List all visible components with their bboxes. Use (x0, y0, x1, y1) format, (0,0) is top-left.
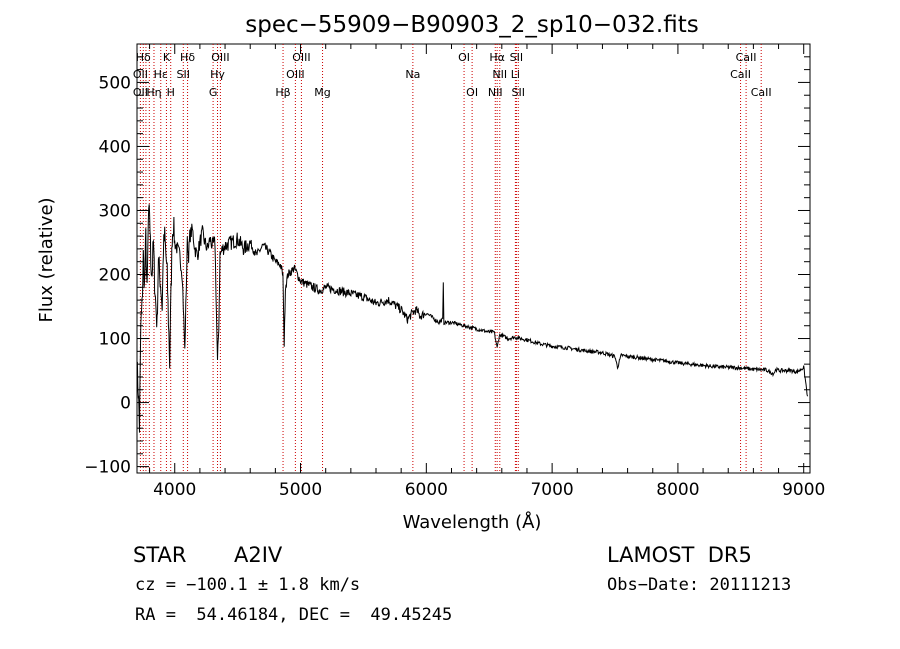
object-class: STAR (133, 543, 187, 567)
spectrum-line (136, 204, 808, 433)
x-tick-label: 4000 (153, 480, 196, 500)
line-annotation: OIII (211, 51, 229, 64)
plot-frame (136, 43, 811, 474)
coordinates-text: RA = 54.46184, DEC = 49.45245 (135, 605, 453, 625)
y-tick-label: 0 (120, 394, 131, 414)
x-tick-label: 5000 (279, 480, 322, 500)
line-annotation: CaII (751, 86, 772, 99)
line-annotation: SII (512, 86, 525, 99)
y-tick-label: 300 (99, 201, 131, 221)
line-annotation: Hδ (136, 51, 151, 64)
line-annotation: Hδ (180, 51, 195, 64)
line-annotation: SII (510, 51, 523, 64)
chart-title: spec−55909−B90903_2_sp10−032.fits (245, 12, 699, 38)
y-tick-label: 500 (99, 73, 131, 93)
redshift-text: cz = −100.1 ± 1.8 km/s (135, 575, 361, 595)
line-markers (139, 44, 762, 473)
line-annotation: Mg (314, 86, 330, 99)
y-tick-label: 200 (99, 266, 131, 286)
x-tick-label: 9000 (782, 480, 825, 500)
line-annotation: OI (458, 51, 470, 64)
line-annotation: NII (488, 86, 503, 99)
line-annotation: H (167, 86, 175, 99)
x-tick-label: 7000 (530, 480, 573, 500)
line-annotations: Hδ K Hδ OIII OIII OI Hα SII CaII OII Hε SII Hγ OIII Na… (133, 51, 772, 99)
obs-date-text: Obs−Date: 20111213 (607, 575, 792, 595)
x-tick-label: 6000 (405, 480, 448, 500)
object-subclass: A2IV (234, 543, 283, 567)
y-tick-label: 100 (99, 330, 131, 350)
line-annotation: OII (133, 68, 148, 81)
line-annotation: Hγ (210, 68, 225, 81)
x-axis-label: Wavelength (Å) (403, 511, 542, 533)
line-annotation: Hα (489, 51, 505, 64)
y-axis-label: Flux (relative) (36, 197, 57, 322)
line-annotation: Na (405, 68, 420, 81)
line-annotation: OI (466, 86, 478, 99)
line-annotation: Hε (154, 68, 168, 81)
x-axis: 4000 5000 6000 7000 8000 9000 (149, 44, 825, 500)
line-annotation: Li (511, 68, 520, 81)
line-annotation: Hβ (275, 86, 290, 99)
line-annotation: OII (133, 86, 148, 99)
line-annotation: Hη (146, 86, 161, 99)
y-tick-label: −100 (84, 458, 131, 478)
line-annotation: OIII (292, 51, 310, 64)
line-annotation: OIII (286, 68, 304, 81)
line-annotation: CaII (730, 68, 751, 81)
line-annotation: SII (177, 68, 190, 81)
line-annotation: CaII (736, 51, 757, 64)
y-axis: −100 0 100 200 300 400 500 (84, 56, 810, 478)
line-annotation: G (209, 86, 218, 99)
line-annotation: K (163, 51, 171, 64)
y-tick-label: 400 (99, 137, 131, 157)
line-annotation: NII (492, 68, 507, 81)
x-tick-label: 8000 (656, 480, 699, 500)
survey-name: LAMOST DR5 (607, 543, 752, 567)
